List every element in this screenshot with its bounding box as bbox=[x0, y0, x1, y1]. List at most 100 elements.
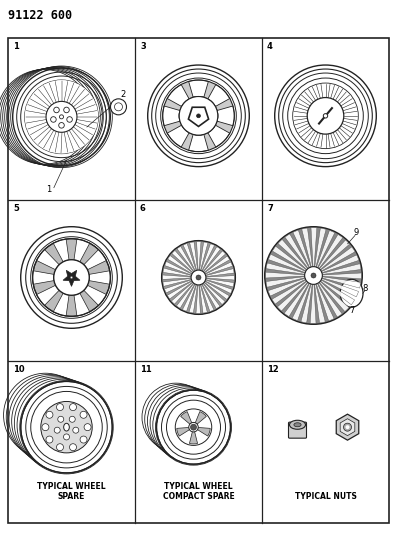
Wedge shape bbox=[201, 251, 225, 274]
Circle shape bbox=[196, 275, 201, 280]
Circle shape bbox=[58, 416, 64, 422]
Circle shape bbox=[69, 416, 75, 422]
Wedge shape bbox=[316, 235, 343, 271]
Wedge shape bbox=[266, 263, 308, 274]
Wedge shape bbox=[84, 285, 106, 305]
Wedge shape bbox=[190, 242, 198, 273]
Wedge shape bbox=[217, 106, 234, 126]
Circle shape bbox=[42, 424, 49, 431]
Wedge shape bbox=[266, 276, 308, 287]
Text: 1: 1 bbox=[46, 184, 52, 193]
Circle shape bbox=[80, 411, 87, 418]
Wedge shape bbox=[268, 254, 308, 273]
Circle shape bbox=[191, 424, 197, 430]
Text: 1: 1 bbox=[13, 42, 19, 51]
Wedge shape bbox=[165, 262, 195, 276]
Wedge shape bbox=[167, 125, 189, 147]
Circle shape bbox=[46, 411, 53, 418]
Circle shape bbox=[175, 409, 212, 446]
Wedge shape bbox=[319, 273, 361, 279]
Wedge shape bbox=[74, 239, 90, 262]
Circle shape bbox=[162, 240, 235, 314]
Wedge shape bbox=[208, 85, 230, 107]
Circle shape bbox=[64, 434, 69, 440]
Wedge shape bbox=[189, 282, 198, 313]
Wedge shape bbox=[189, 134, 208, 151]
Wedge shape bbox=[53, 239, 69, 262]
Wedge shape bbox=[318, 240, 350, 272]
Circle shape bbox=[311, 273, 316, 278]
Wedge shape bbox=[177, 427, 191, 436]
Wedge shape bbox=[202, 256, 229, 276]
Wedge shape bbox=[196, 427, 210, 436]
Wedge shape bbox=[201, 280, 225, 304]
Circle shape bbox=[56, 403, 64, 410]
Circle shape bbox=[25, 80, 98, 154]
Wedge shape bbox=[163, 275, 194, 279]
Wedge shape bbox=[319, 255, 359, 273]
Wedge shape bbox=[37, 249, 59, 270]
Circle shape bbox=[59, 123, 64, 128]
Text: 5: 5 bbox=[13, 204, 19, 213]
Circle shape bbox=[73, 427, 79, 433]
Wedge shape bbox=[33, 271, 54, 284]
Wedge shape bbox=[284, 280, 310, 317]
Wedge shape bbox=[203, 278, 234, 287]
Circle shape bbox=[51, 117, 56, 122]
Wedge shape bbox=[177, 281, 196, 308]
Circle shape bbox=[46, 436, 53, 443]
Circle shape bbox=[110, 99, 127, 115]
Circle shape bbox=[179, 96, 218, 135]
Wedge shape bbox=[208, 125, 230, 147]
Circle shape bbox=[54, 427, 60, 433]
Circle shape bbox=[80, 436, 87, 443]
Wedge shape bbox=[272, 246, 309, 272]
Wedge shape bbox=[177, 246, 196, 274]
Text: TYPICAL WHEEL
COMPACT SPARE: TYPICAL WHEEL COMPACT SPARE bbox=[163, 482, 234, 501]
Wedge shape bbox=[316, 230, 335, 270]
Circle shape bbox=[265, 227, 362, 324]
Wedge shape bbox=[164, 279, 195, 293]
Polygon shape bbox=[340, 419, 355, 435]
Wedge shape bbox=[317, 279, 349, 312]
Circle shape bbox=[46, 101, 77, 132]
Circle shape bbox=[294, 84, 357, 148]
Circle shape bbox=[84, 424, 91, 431]
Polygon shape bbox=[63, 270, 80, 286]
Wedge shape bbox=[201, 281, 220, 309]
Text: 11: 11 bbox=[140, 365, 152, 374]
Wedge shape bbox=[310, 281, 316, 324]
Polygon shape bbox=[336, 414, 359, 440]
Circle shape bbox=[163, 80, 234, 151]
Wedge shape bbox=[89, 271, 110, 284]
Wedge shape bbox=[37, 285, 59, 305]
Wedge shape bbox=[197, 241, 201, 273]
Circle shape bbox=[54, 260, 89, 295]
Wedge shape bbox=[293, 230, 312, 270]
Text: 4: 4 bbox=[267, 42, 273, 51]
Wedge shape bbox=[200, 244, 214, 273]
Wedge shape bbox=[181, 411, 193, 425]
Circle shape bbox=[70, 276, 73, 279]
Wedge shape bbox=[74, 293, 90, 316]
Wedge shape bbox=[314, 228, 326, 270]
Circle shape bbox=[156, 390, 231, 464]
Wedge shape bbox=[53, 293, 69, 316]
Wedge shape bbox=[302, 228, 313, 270]
Text: 8: 8 bbox=[363, 284, 368, 293]
Wedge shape bbox=[203, 269, 234, 277]
Circle shape bbox=[304, 266, 322, 285]
Wedge shape bbox=[163, 106, 180, 126]
Wedge shape bbox=[201, 247, 220, 274]
Wedge shape bbox=[319, 276, 361, 288]
Ellipse shape bbox=[294, 423, 301, 427]
Circle shape bbox=[41, 401, 92, 453]
Text: 91122 600: 91122 600 bbox=[8, 9, 72, 22]
Circle shape bbox=[67, 117, 72, 122]
Wedge shape bbox=[200, 281, 214, 311]
Text: 3: 3 bbox=[140, 42, 146, 51]
Circle shape bbox=[323, 114, 328, 118]
Wedge shape bbox=[278, 279, 310, 311]
Wedge shape bbox=[278, 239, 310, 272]
FancyBboxPatch shape bbox=[289, 422, 306, 438]
